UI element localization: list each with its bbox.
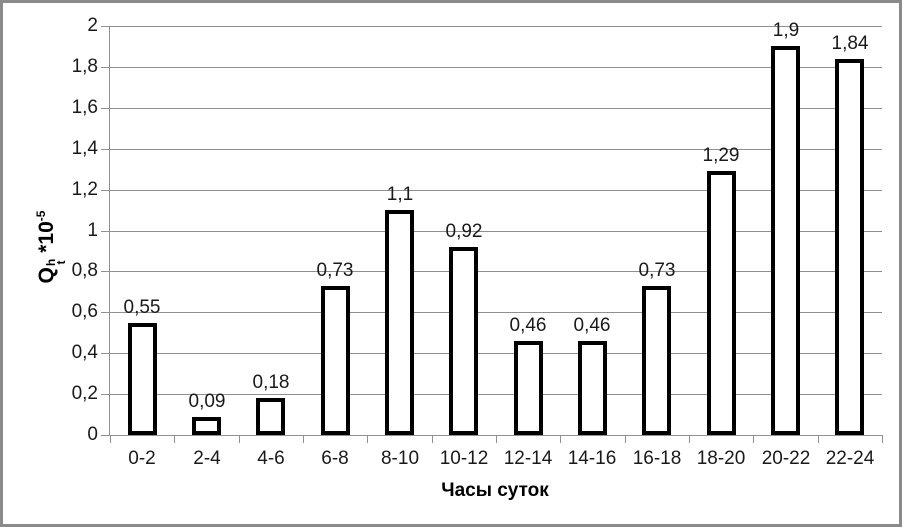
x-axis-category-label: 10-12 <box>439 448 489 469</box>
y-axis-tick-label: 1,8 <box>71 56 98 77</box>
bar-value-label: 1,29 <box>702 145 740 166</box>
y-axis-tick-label: 0 <box>87 424 98 445</box>
x-axis-category-label: 18-20 <box>696 448 746 469</box>
gridline <box>110 231 882 232</box>
x-axis-category-label: 22-24 <box>825 448 875 469</box>
x-axis-category-label: 2-4 <box>193 448 221 469</box>
x-axis-tick <box>367 435 368 443</box>
x-axis-tick <box>174 435 175 443</box>
bar-value-label: 1,84 <box>831 33 869 54</box>
x-axis-tick <box>689 435 690 443</box>
bar <box>192 417 221 435</box>
y-axis-tick <box>101 108 110 109</box>
y-axis-tick-label: 0,2 <box>71 383 98 404</box>
x-axis-tick <box>560 435 561 443</box>
bar-value-label: 0,55 <box>123 297 161 318</box>
y-axis-tick <box>101 67 110 68</box>
gridline <box>110 271 882 272</box>
bar <box>835 59 864 435</box>
x-axis-category-label: 6-8 <box>321 448 349 469</box>
bar <box>256 398 285 435</box>
x-axis-tick <box>432 435 433 443</box>
y-axis-tick <box>101 353 110 354</box>
y-axis-tick-label: 1,6 <box>71 97 98 118</box>
x-axis-tick <box>882 435 883 443</box>
y-axis-tick <box>101 190 110 191</box>
y-axis-tick-label: 1 <box>87 220 98 241</box>
bar-value-label: 1,1 <box>386 184 414 205</box>
x-axis-category-label: 0-2 <box>128 448 156 469</box>
gridline <box>110 26 882 27</box>
bar <box>707 171 736 435</box>
bar-value-label: 0,92 <box>445 221 483 242</box>
y-axis-tick <box>101 231 110 232</box>
x-axis-tick <box>239 435 240 443</box>
x-axis-category-label: 12-14 <box>503 448 553 469</box>
bar-value-label: 1,9 <box>772 20 800 41</box>
bar <box>642 286 671 435</box>
gridline <box>110 108 882 109</box>
x-axis-tick <box>110 435 111 443</box>
x-axis-category-label: 4-6 <box>257 448 285 469</box>
bar <box>321 286 350 435</box>
x-axis-title: Часы суток <box>441 480 549 501</box>
bar <box>771 46 800 435</box>
y-axis-tick <box>101 149 110 150</box>
x-axis-tick <box>818 435 819 443</box>
x-axis-tick <box>303 435 304 443</box>
bar-value-label: 0,46 <box>573 315 611 336</box>
bar-value-label: 0,73 <box>316 260 354 281</box>
gridline <box>110 353 882 354</box>
bar <box>128 323 157 435</box>
bar <box>514 341 543 435</box>
bar-value-label: 0,46 <box>509 315 547 336</box>
plot-area: 0 0,2 0,4 0,6 0,8 1 1,2 1,4 1,6 1,8 2 0,55 0-2 0,09 2-… <box>72 15 883 469</box>
gridline <box>110 149 882 150</box>
gridline <box>110 190 882 191</box>
bar-value-label: 0,09 <box>188 391 226 412</box>
y-axis-tick-label: 0,6 <box>71 301 98 322</box>
x-axis-category-label: 14-16 <box>567 448 617 469</box>
y-axis-tick-label: 0,8 <box>71 260 98 281</box>
gridline <box>110 312 882 313</box>
bar-value-label: 0,73 <box>638 260 676 281</box>
y-axis-tick-label: 0,4 <box>71 342 98 363</box>
bar <box>385 210 414 435</box>
y-axis-tick-label: 1,4 <box>71 138 98 159</box>
y-axis-tick <box>101 394 110 395</box>
x-axis-category-label: 8-10 <box>380 448 420 469</box>
x-axis-tick <box>496 435 497 443</box>
y-axis-tick-label: 2 <box>87 15 98 36</box>
y-axis-tick-label: 1,2 <box>71 179 98 200</box>
gridline <box>110 394 882 395</box>
x-axis-category-label: 16-18 <box>632 448 682 469</box>
y-axis-tick <box>101 26 110 27</box>
x-axis-category-label: 20-22 <box>761 448 811 469</box>
x-axis-tick <box>625 435 626 443</box>
bar <box>449 247 478 435</box>
y-axis-tick <box>101 271 110 272</box>
y-axis-tick <box>101 435 110 436</box>
bar-value-label: 0,18 <box>252 372 290 393</box>
y-axis-tick <box>101 312 110 313</box>
x-axis-tick <box>753 435 754 443</box>
gridline <box>110 67 882 68</box>
bar <box>578 341 607 435</box>
